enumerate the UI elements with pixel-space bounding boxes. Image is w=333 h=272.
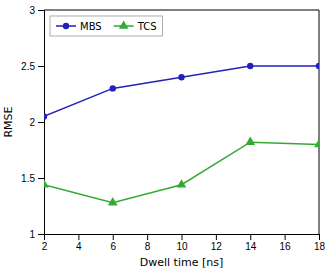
chart: 2 4 6 8 10 12 14 16 18 1 1.5 2 2.5 3 MBS TCS Dwell time … [0, 0, 333, 272]
legend: MBS TCS [50, 16, 163, 36]
y-tick: 2.5 [21, 61, 44, 72]
x-tick-mark [250, 234, 251, 240]
y-axis: 1 1.5 2 2.5 3 [21, 5, 44, 240]
x-tick-mark [319, 234, 320, 240]
x-tick-mark [113, 234, 114, 240]
series-point [178, 74, 184, 80]
x-tick-label: 14 [245, 241, 257, 252]
x-tick: 6 [110, 234, 116, 252]
y-tick-label: 3 [29, 5, 35, 16]
series-point [316, 63, 319, 69]
x-tick-label: 2 [42, 241, 48, 252]
series-point [177, 179, 187, 187]
x-tick: 12 [211, 234, 223, 252]
legend-item: TCS [114, 20, 157, 31]
legend-box [50, 16, 163, 36]
x-tick-label: 12 [211, 241, 223, 252]
x-tick-label: 6 [110, 241, 116, 252]
plot: 2 4 6 8 10 12 14 16 18 1 1.5 2 2.5 3 MBS TCS [21, 5, 325, 252]
legend-label: MBS [80, 21, 102, 32]
series-point [44, 113, 47, 119]
x-tick: 18 [314, 234, 326, 252]
legend-item: MBS [56, 21, 102, 32]
y-tick-label: 2 [29, 117, 35, 128]
series-point [245, 137, 255, 145]
series-point [108, 197, 118, 205]
y-tick-mark [38, 66, 44, 67]
x-tick-mark [182, 234, 183, 240]
y-tick-mark [38, 10, 44, 11]
y-tick: 1.5 [21, 173, 44, 184]
series-point [314, 139, 319, 147]
y-tick-label: 2.5 [21, 61, 35, 72]
y-axis-line [38, 11, 45, 235]
x-tick: 16 [280, 234, 292, 252]
frame-right [319, 10, 320, 234]
y-axis-title: RMSE [2, 106, 15, 137]
x-tick: 10 [176, 234, 188, 252]
x-tick-label: 4 [76, 241, 82, 252]
legend-label: TCS [137, 21, 157, 32]
x-tick: 8 [145, 234, 151, 252]
x-tick-mark [78, 234, 79, 240]
x-axis: 2 4 6 8 10 12 14 16 18 [42, 234, 326, 252]
y-tick-mark [38, 234, 44, 235]
series-line [44, 66, 319, 116]
y-tick-label: 1.5 [21, 173, 35, 184]
x-tick-label: 10 [176, 241, 188, 252]
y-tick-label: 1 [29, 229, 35, 240]
legend-swatch-marker [119, 20, 129, 28]
x-axis-title: Dwell time [ns] [140, 256, 223, 269]
x-tick: 4 [76, 234, 82, 252]
x-axis-line [45, 235, 320, 241]
y-tick-mark [38, 178, 44, 179]
y-tick: 1 [29, 229, 44, 240]
x-tick-mark [285, 234, 286, 240]
x-tick-mark [216, 234, 217, 240]
x-tick: 14 [245, 234, 257, 252]
series-point [247, 63, 253, 69]
series-point [44, 179, 49, 187]
y-tick: 2 [29, 117, 44, 128]
x-tick-label: 8 [145, 241, 151, 252]
frame-top [44, 10, 319, 11]
x-tick: 2 [42, 234, 48, 252]
y-tick: 3 [29, 5, 44, 16]
y-tick-mark [38, 122, 44, 123]
x-tick-label: 18 [314, 241, 326, 252]
legend-swatch-marker [63, 23, 69, 29]
data-area [44, 63, 319, 206]
series-line [44, 142, 319, 202]
x-tick-label: 16 [280, 241, 292, 252]
series-point [110, 85, 116, 91]
x-tick-mark [147, 234, 148, 240]
